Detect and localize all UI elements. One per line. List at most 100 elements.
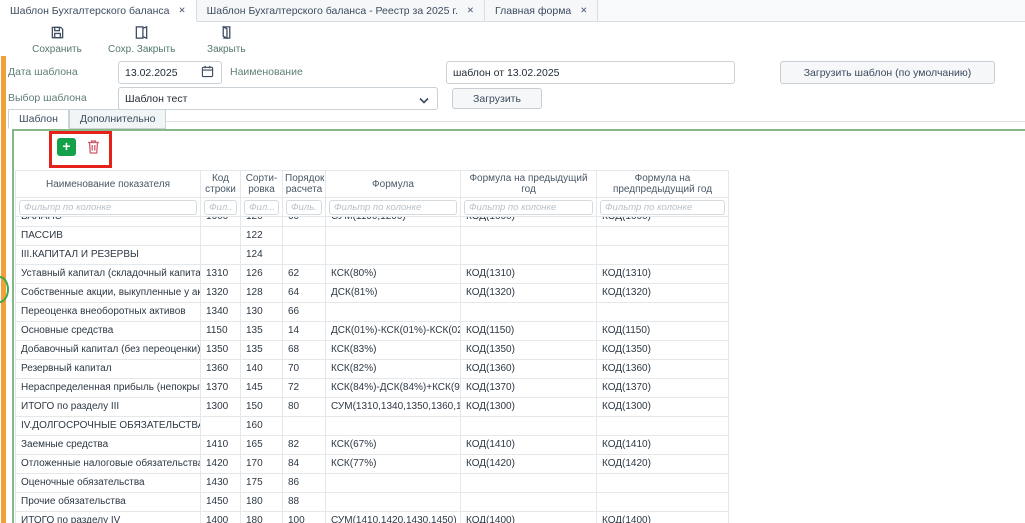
table-cell[interactable] <box>596 416 729 436</box>
template-select[interactable]: Шаблон тест <box>118 87 438 110</box>
table-cell[interactable]: КОД(1400) <box>596 511 729 523</box>
table-cell[interactable]: 122 <box>240 226 283 246</box>
save-button[interactable]: Сохранить <box>26 25 88 55</box>
load-button[interactable]: Загрузить <box>452 88 542 109</box>
table-row[interactable]: Оценочные обязательства 1430 175 86 <box>15 473 729 493</box>
table-cell[interactable] <box>460 302 597 322</box>
table-cell[interactable] <box>596 492 729 512</box>
column-filter-input[interactable] <box>244 199 279 215</box>
table-cell[interactable]: 1600 <box>200 216 241 227</box>
table-row[interactable]: III.КАПИТАЛ И РЕЗЕРВЫ 124 <box>15 245 729 265</box>
table-cell[interactable]: ДСК(81%) <box>325 283 461 303</box>
sub-tab-active[interactable]: Шаблон <box>8 109 69 129</box>
window-tab[interactable]: Шаблон Бухгалтерского баланса - Реестр з… <box>196 0 485 21</box>
table-cell[interactable]: 150 <box>240 397 283 417</box>
table-cell[interactable]: 135 <box>240 321 283 341</box>
table-cell[interactable]: КСК(84%)-ДСК(84%)+КСК(99... <box>325 378 461 398</box>
table-cell[interactable]: 82 <box>282 435 326 455</box>
table-cell[interactable]: 124 <box>240 245 283 265</box>
column-filter-input[interactable] <box>329 199 457 215</box>
table-cell[interactable]: 160 <box>240 416 283 436</box>
close-icon[interactable]: ✕ <box>178 5 186 15</box>
table-cell[interactable]: КОД(1420) <box>460 454 597 474</box>
table-cell[interactable]: Оценочные обязательства <box>15 473 201 493</box>
table-cell[interactable] <box>282 416 326 436</box>
table-cell[interactable]: 1410 <box>200 435 241 455</box>
table-row[interactable]: Прочие обязательства 1450 180 88 <box>15 492 729 512</box>
table-cell[interactable]: КОД(1150) <box>596 321 729 341</box>
column-filter-input[interactable] <box>204 199 237 215</box>
table-cell[interactable] <box>596 226 729 246</box>
table-cell[interactable]: Основные средства <box>15 321 201 341</box>
column-header[interactable]: Порядок расчета <box>282 170 326 198</box>
table-cell[interactable]: КОД(1310) <box>596 264 729 284</box>
table-cell[interactable]: КОД(1370) <box>460 378 597 398</box>
table-cell[interactable]: КОД(1420) <box>596 454 729 474</box>
column-header[interactable]: Сорти-ровка <box>240 170 283 198</box>
table-cell[interactable] <box>282 226 326 246</box>
table-cell[interactable]: ИТОГО по разделу III <box>15 397 201 417</box>
table-row[interactable]: ПАССИВ 122 <box>15 226 729 246</box>
table-cell[interactable]: 175 <box>240 473 283 493</box>
table-cell[interactable]: 126 <box>240 264 283 284</box>
table-cell[interactable]: 14 <box>282 321 326 341</box>
table-cell[interactable]: ИТОГО по разделу IV <box>15 511 201 523</box>
table-cell[interactable]: 180 <box>240 511 283 523</box>
table-cell[interactable]: КСК(83%) <box>325 340 461 360</box>
table-cell[interactable]: Прочие обязательства <box>15 492 201 512</box>
table-cell[interactable]: КОД(1300) <box>460 397 597 417</box>
table-row[interactable]: Добавочный капитал (без переоценки) 1350 1… <box>15 340 729 360</box>
table-cell[interactable]: КОД(1410) <box>596 435 729 455</box>
window-tab[interactable]: Шаблон Бухгалтерского баланса ✕ <box>0 0 197 22</box>
column-header[interactable]: Формула на предпредыдущий год <box>596 170 729 198</box>
table-row[interactable]: ИТОГО по разделу III 1300 150 80 СУМ(1310,13… <box>15 397 729 417</box>
plus-icon[interactable]: + <box>57 138 76 156</box>
table-cell[interactable]: 1370 <box>200 378 241 398</box>
table-cell[interactable]: 180 <box>240 492 283 512</box>
calendar-icon[interactable] <box>201 65 214 83</box>
table-cell[interactable]: КОД(1350) <box>460 340 597 360</box>
table-cell[interactable]: 64 <box>282 283 326 303</box>
table-cell[interactable] <box>596 473 729 493</box>
table-cell[interactable] <box>325 245 461 265</box>
table-cell[interactable]: 120 <box>240 216 283 227</box>
table-cell[interactable]: КОД(1310) <box>460 264 597 284</box>
table-cell[interactable]: 128 <box>240 283 283 303</box>
table-cell[interactable]: КОД(1320) <box>596 283 729 303</box>
table-cell[interactable] <box>325 226 461 246</box>
table-cell[interactable]: 88 <box>282 492 326 512</box>
table-cell[interactable]: КОД(1360) <box>460 359 597 379</box>
table-cell[interactable]: 1420 <box>200 454 241 474</box>
table-cell[interactable] <box>200 416 241 436</box>
table-row[interactable]: Нераспределенная прибыль (непокрыт... 137… <box>15 378 729 398</box>
table-row[interactable]: Отложенные налоговые обязательства 1420 17… <box>15 454 729 474</box>
load-default-template-button[interactable]: Загрузить шаблон (по умолчанию) <box>780 61 995 84</box>
table-cell[interactable]: КОД(1600) <box>596 216 729 227</box>
save-close-button[interactable]: Сохр. Закрыть <box>108 25 175 55</box>
table-cell[interactable]: Переоценка внеоборотных активов <box>15 302 201 322</box>
table-row[interactable]: Переоценка внеоборотных активов 1340 130 66 <box>15 302 729 322</box>
table-cell[interactable] <box>200 226 241 246</box>
table-cell[interactable]: ДСК(01%)-КСК(01%)-КСК(02... <box>325 321 461 341</box>
table-cell[interactable]: 1150 <box>200 321 241 341</box>
table-cell[interactable]: КОД(1350) <box>596 340 729 360</box>
table-row[interactable]: Основные средства 1150 135 14 ДСК(01%)-КСК(0… <box>15 321 729 341</box>
table-row[interactable]: ИТОГО по разделу IV 1400 180 100 СУМ(1410,14… <box>15 511 729 523</box>
table-cell[interactable]: КОД(1320) <box>460 283 597 303</box>
table-cell[interactable]: 1320 <box>200 283 241 303</box>
table-cell[interactable]: 1450 <box>200 492 241 512</box>
table-cell[interactable]: СУМ(1310,1340,1350,1360,1... <box>325 397 461 417</box>
table-row[interactable]: Резервный капитал 1360 140 70 КСК(82%) КОД(13… <box>15 359 729 379</box>
close-icon[interactable]: ✕ <box>466 5 474 15</box>
table-cell[interactable]: СУМ(1410,1420,1430,1450) <box>325 511 461 523</box>
column-header[interactable]: Формула <box>325 170 461 198</box>
table-cell[interactable]: КОД(1150) <box>460 321 597 341</box>
table-cell[interactable]: КСК(67%) <box>325 435 461 455</box>
column-filter-input[interactable] <box>600 199 725 215</box>
column-filter-input[interactable] <box>464 199 593 215</box>
table-cell[interactable]: Собственные акции, выкупленные у ак... <box>15 283 201 303</box>
table-cell[interactable]: КСК(77%) <box>325 454 461 474</box>
table-cell[interactable]: 86 <box>282 473 326 493</box>
table-cell[interactable]: 72 <box>282 378 326 398</box>
table-cell[interactable]: Нераспределенная прибыль (непокрыт... <box>15 378 201 398</box>
